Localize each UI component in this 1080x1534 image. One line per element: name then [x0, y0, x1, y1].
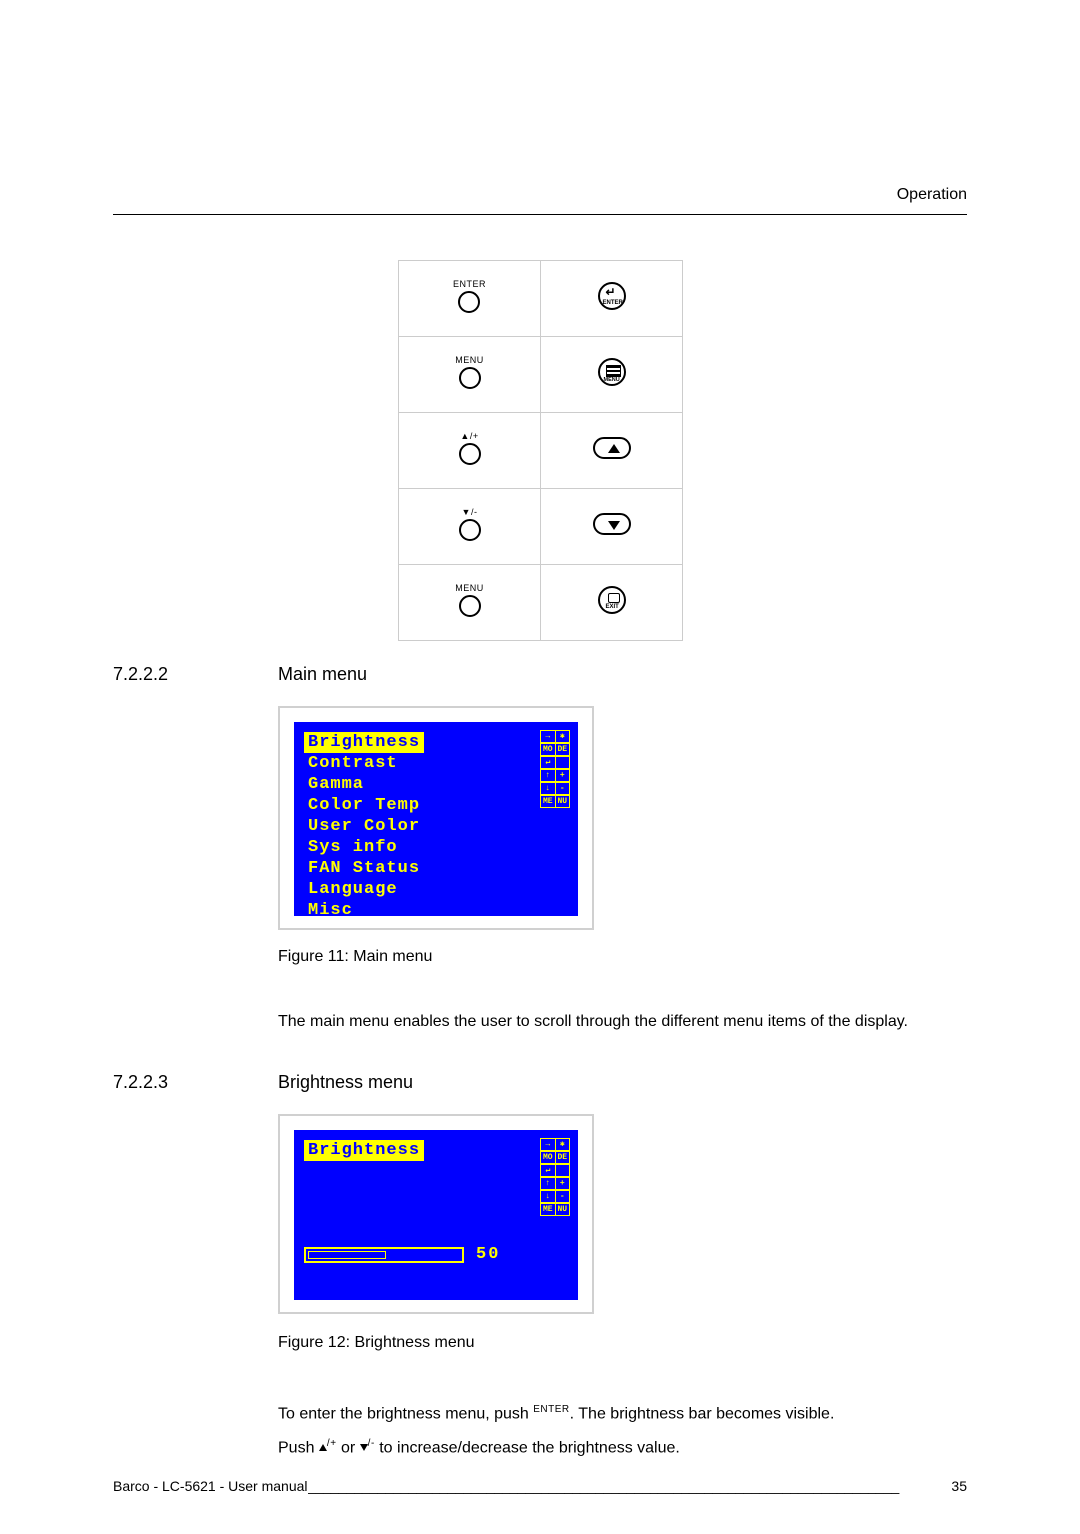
osd-menu-list: Brightness [304, 1140, 568, 1161]
osd-item-selected: Brightness [304, 1140, 424, 1161]
osd-item: Color Temp [304, 795, 568, 816]
text: or [337, 1439, 360, 1456]
osd-item: Contrast [304, 753, 568, 774]
osd-legend: →✱MODE↵↑+↓-MENU [540, 1138, 570, 1216]
text: to increase/decrease the brightness valu… [375, 1439, 680, 1456]
header-rule [113, 214, 967, 215]
remote-down-icon [593, 513, 631, 535]
osd-legend-row: MODE [540, 1151, 570, 1164]
osd-item: Language [304, 879, 568, 900]
osd-legend-row: ↑+ [540, 1177, 570, 1190]
osd-legend-row: →✱ [540, 730, 570, 743]
triangle-up-icon [319, 1444, 327, 1451]
text: Push [278, 1439, 319, 1456]
paragraph-brightness-1: To enter the brightness menu, push ENTER… [278, 1398, 968, 1426]
remote-menu-icon: MENU [598, 358, 626, 386]
osd-legend-row: ↓- [540, 1190, 570, 1203]
osd-legend-row: ↓- [540, 782, 570, 795]
panel-button: ▲/+ [459, 431, 481, 470]
running-head: Operation [897, 186, 967, 204]
osd-legend-row: MENU [540, 795, 570, 808]
section-title: Main menu [278, 664, 367, 685]
figure-caption: Figure 11: Main menu [278, 948, 432, 966]
osd-item: Sys info [304, 837, 568, 858]
button-correspondence-table: ENTER ENTER MENU MENU ▲/+ ▼/- MENU EXIT [398, 260, 683, 641]
footer: Barco - LC-5621 - User manual __________… [113, 1478, 967, 1494]
section-number: 7.2.2.2 [113, 664, 168, 685]
osd-item-selected: Brightness [304, 732, 424, 753]
osd-brightness-menu: Brightness →✱MODE↵↑+↓-MENU 50 [278, 1114, 594, 1314]
section-title: Brightness menu [278, 1072, 413, 1093]
panel-button: MENU [455, 355, 484, 394]
osd-item: FAN Status [304, 858, 568, 879]
brightness-track [304, 1247, 464, 1263]
brightness-value: 50 [476, 1245, 500, 1264]
panel-button: ENTER [453, 279, 486, 318]
osd-legend-row: →✱ [540, 1138, 570, 1151]
text: /+ [327, 1438, 337, 1449]
osd-legend-row: ↵ [540, 756, 570, 769]
page: Operation ENTER ENTER MENU MENU ▲/+ ▼/- MENU EX… [0, 0, 1080, 1534]
osd-legend: →✱MODE↵↑+↓-MENU [540, 730, 570, 808]
osd-legend-row: ↑+ [540, 769, 570, 782]
osd-menu-list: BrightnessContrastGammaColor TempUser Co… [304, 732, 568, 921]
triangle-down-icon [360, 1444, 368, 1451]
panel-button: ▼/- [459, 507, 481, 546]
figure-caption: Figure 12: Brightness menu [278, 1334, 475, 1352]
footer-page-number: 35 [951, 1478, 967, 1494]
osd-item: Gamma [304, 774, 568, 795]
osd-legend-row: MENU [540, 1203, 570, 1216]
remote-exit-icon: EXIT [598, 586, 626, 614]
paragraph-main: The main menu enables the user to scroll… [278, 1010, 968, 1034]
osd-item: User Color [304, 816, 568, 837]
brightness-fill [308, 1251, 386, 1259]
paragraph-brightness-2: Push /+ or /- to increase/decrease the b… [278, 1432, 968, 1460]
inline-button-enter: ENTER [533, 1404, 569, 1415]
remote-enter-icon: ENTER [598, 282, 626, 310]
panel-button: MENU [455, 583, 484, 622]
osd-main-menu: BrightnessContrastGammaColor TempUser Co… [278, 706, 594, 930]
footer-doc-title: Barco - LC-5621 - User manual [113, 1478, 308, 1494]
osd-legend-row: ↵ [540, 1164, 570, 1177]
footer-rule: ________________________________________… [308, 1478, 944, 1494]
section-number: 7.2.2.3 [113, 1072, 168, 1093]
osd-item: Misc [304, 900, 568, 921]
brightness-bar: 50 [304, 1245, 568, 1264]
remote-up-icon [593, 437, 631, 459]
text: To enter the brightness menu, push [278, 1405, 533, 1422]
osd-legend-row: MODE [540, 743, 570, 756]
text: . The brightness bar becomes visible. [570, 1405, 835, 1422]
text: /- [368, 1438, 375, 1449]
